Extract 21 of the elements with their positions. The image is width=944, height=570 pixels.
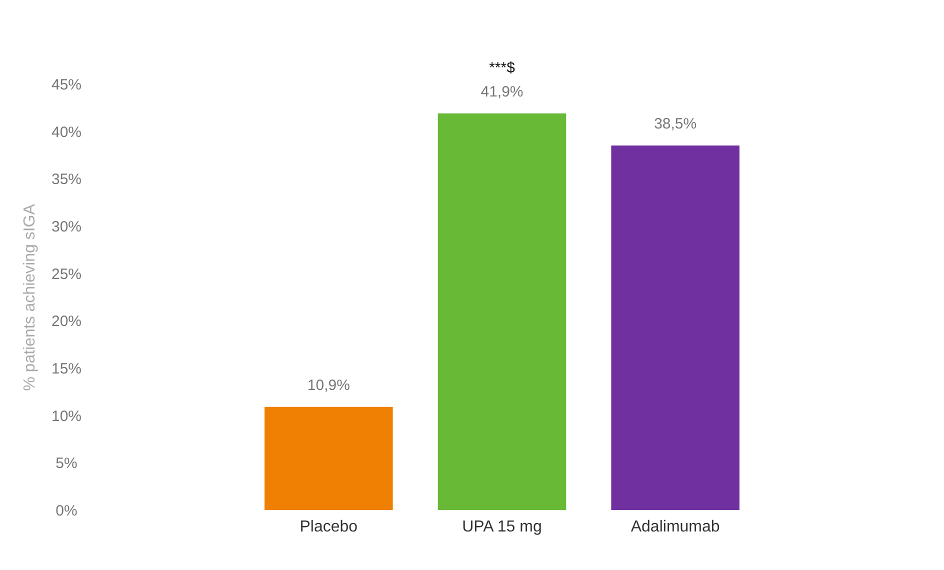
y-tick-label: 10% (51, 408, 82, 425)
x-tick-label: Placebo (300, 518, 358, 536)
x-tick-label: UPA 15 mg (462, 518, 542, 536)
bar (611, 146, 740, 510)
y-tick-label: 0% (56, 502, 78, 520)
y-tick-label: 35% (51, 171, 82, 188)
data-label: 10,9% (307, 376, 350, 394)
text: ***$ (489, 59, 516, 76)
y-tick-label: 45% (51, 76, 82, 94)
bar (438, 113, 566, 510)
bar (264, 406, 393, 510)
y-tick-label: 30% (51, 218, 82, 236)
data-label: 38,5% (654, 116, 697, 133)
y-tick-label: 5% (56, 455, 78, 472)
y-tick-label: 20% (51, 313, 82, 330)
y-axis-title: % patients achieving sIGA (21, 204, 38, 391)
y-tick-label: 40% (51, 124, 82, 141)
y-tick-label: 25% (51, 266, 82, 283)
data-label: 41,9% (480, 83, 524, 100)
y-tick-label: 15% (51, 360, 82, 378)
x-tick-label: Adalimumab (630, 518, 720, 536)
